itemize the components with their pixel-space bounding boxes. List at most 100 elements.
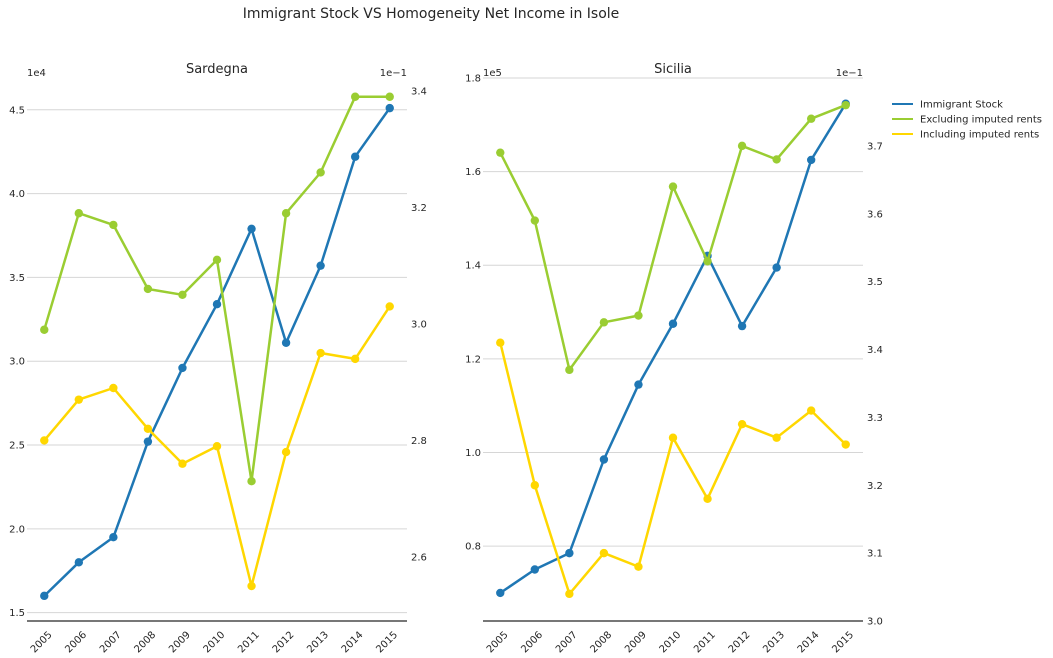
data-point — [599, 318, 609, 327]
left-tick-label: 0.8 — [465, 542, 481, 553]
x-tick-label: 2008 — [132, 630, 158, 656]
data-point — [40, 325, 49, 334]
left-tick-label: 3.0 — [9, 357, 25, 368]
panel-sicilia: 0.8 1.0 1.2 1.4 1.6 1.8 3.0 3.1 3.2 3.3 3.4 3.5 3.6 3… — [465, 62, 883, 655]
data-point — [599, 548, 609, 558]
data-point — [247, 224, 256, 233]
data-point — [737, 419, 747, 429]
data-point — [143, 284, 153, 294]
data-point — [385, 103, 394, 113]
data-point — [109, 532, 118, 542]
panel-title: Sardegna — [186, 62, 248, 77]
right-tick-label: 3.4 — [867, 345, 883, 356]
series-including-imputed-rents — [40, 302, 394, 591]
x-tick-label: 2013 — [761, 630, 787, 656]
data-point — [74, 395, 84, 404]
right-tick-label: 3.3 — [867, 413, 883, 424]
data-point — [350, 152, 360, 161]
data-point — [737, 321, 747, 331]
series-line — [499, 103, 847, 372]
data-point — [316, 261, 325, 270]
right-tick-label: 3.0 — [867, 617, 883, 628]
data-point — [530, 481, 540, 490]
x-tick-label: 2011 — [236, 630, 262, 656]
data-point — [772, 155, 781, 164]
right-tick-label: 3.2 — [411, 203, 427, 214]
legend-label: Immigrant Stock — [920, 100, 1003, 111]
legend-item-excluding-imputed-rents: Excluding imputed rents — [892, 115, 1042, 126]
data-point — [737, 141, 747, 151]
x-tick-label: 2011 — [692, 630, 718, 656]
series-excluding-imputed-rents — [40, 92, 394, 486]
data-point — [496, 338, 505, 347]
data-point — [40, 591, 49, 601]
series-line — [43, 95, 391, 483]
data-point — [212, 442, 222, 451]
data-point — [178, 459, 187, 468]
data-point — [634, 311, 643, 320]
data-point — [634, 380, 643, 389]
data-point — [772, 263, 781, 272]
data-point — [668, 433, 678, 442]
series-immigrant-stock — [40, 103, 394, 601]
left-tick-label: 1.5 — [9, 608, 25, 619]
right-tick-label: 2.8 — [411, 436, 427, 447]
x-tick-label: 2010 — [202, 630, 228, 656]
data-point — [350, 92, 360, 101]
data-point — [385, 92, 394, 101]
x-tick-label: 2007 — [554, 630, 580, 656]
right-tick-label: 2.6 — [411, 552, 427, 563]
data-point — [841, 440, 850, 449]
left-tick-label: 2.5 — [9, 441, 25, 452]
x-tick-label: 2005 — [29, 630, 55, 656]
panel-sardegna: 1.5 2.0 2.5 3.0 3.5 4.0 4.5 2.6 2.8 3.0 3.2 3.4 1e4 1… — [9, 62, 427, 655]
legend-item-including-imputed-rents: Including imputed rents — [892, 130, 1039, 141]
data-point — [40, 436, 49, 445]
x-tick-label: 2015 — [830, 630, 856, 656]
data-point — [565, 365, 574, 375]
data-point — [496, 588, 505, 598]
series-line — [499, 102, 847, 595]
data-point — [703, 257, 712, 266]
data-point — [599, 455, 609, 464]
right-tick-label: 3.4 — [411, 86, 427, 97]
data-point — [178, 363, 187, 373]
left-tick-label: 2.0 — [9, 524, 25, 535]
right-tick-label: 3.7 — [867, 141, 883, 152]
left-offset-label: 1e4 — [27, 68, 46, 79]
data-point — [841, 100, 850, 110]
x-tick-label: 2008 — [588, 630, 614, 656]
x-tick-label: 2014 — [796, 630, 822, 656]
legend: Immigrant Stock Excluding imputed rents In… — [892, 100, 1042, 141]
data-point — [530, 216, 540, 225]
right-tick-label: 3.0 — [411, 319, 427, 330]
data-point — [565, 548, 574, 558]
x-tick-label: 2013 — [305, 630, 331, 656]
left-offset-label: 1e5 — [483, 68, 502, 79]
data-point — [806, 155, 816, 165]
data-point — [178, 290, 187, 299]
x-tick-label: 2010 — [658, 630, 684, 656]
data-point — [109, 220, 118, 230]
left-tick-label: 1.2 — [465, 354, 481, 365]
right-offset-label: 1e−1 — [836, 68, 863, 79]
right-tick-label: 3.2 — [867, 481, 883, 492]
left-tick-label: 1.6 — [465, 167, 481, 178]
data-point — [212, 300, 222, 309]
data-point — [668, 182, 678, 191]
right-offset-label: 1e−1 — [380, 68, 407, 79]
data-point — [281, 447, 291, 457]
data-point — [316, 168, 325, 177]
series-line — [499, 341, 847, 596]
panel-title: Sicilia — [654, 62, 692, 77]
data-point — [703, 494, 712, 504]
data-point — [247, 476, 256, 486]
x-tick-label: 2009 — [623, 630, 649, 656]
legend-item-immigrant-stock: Immigrant Stock — [892, 100, 1003, 111]
right-tick-label: 3.6 — [867, 209, 883, 220]
data-point — [316, 348, 325, 358]
x-tick-label: 2015 — [374, 630, 400, 656]
data-point — [143, 424, 153, 433]
data-point — [565, 589, 574, 599]
